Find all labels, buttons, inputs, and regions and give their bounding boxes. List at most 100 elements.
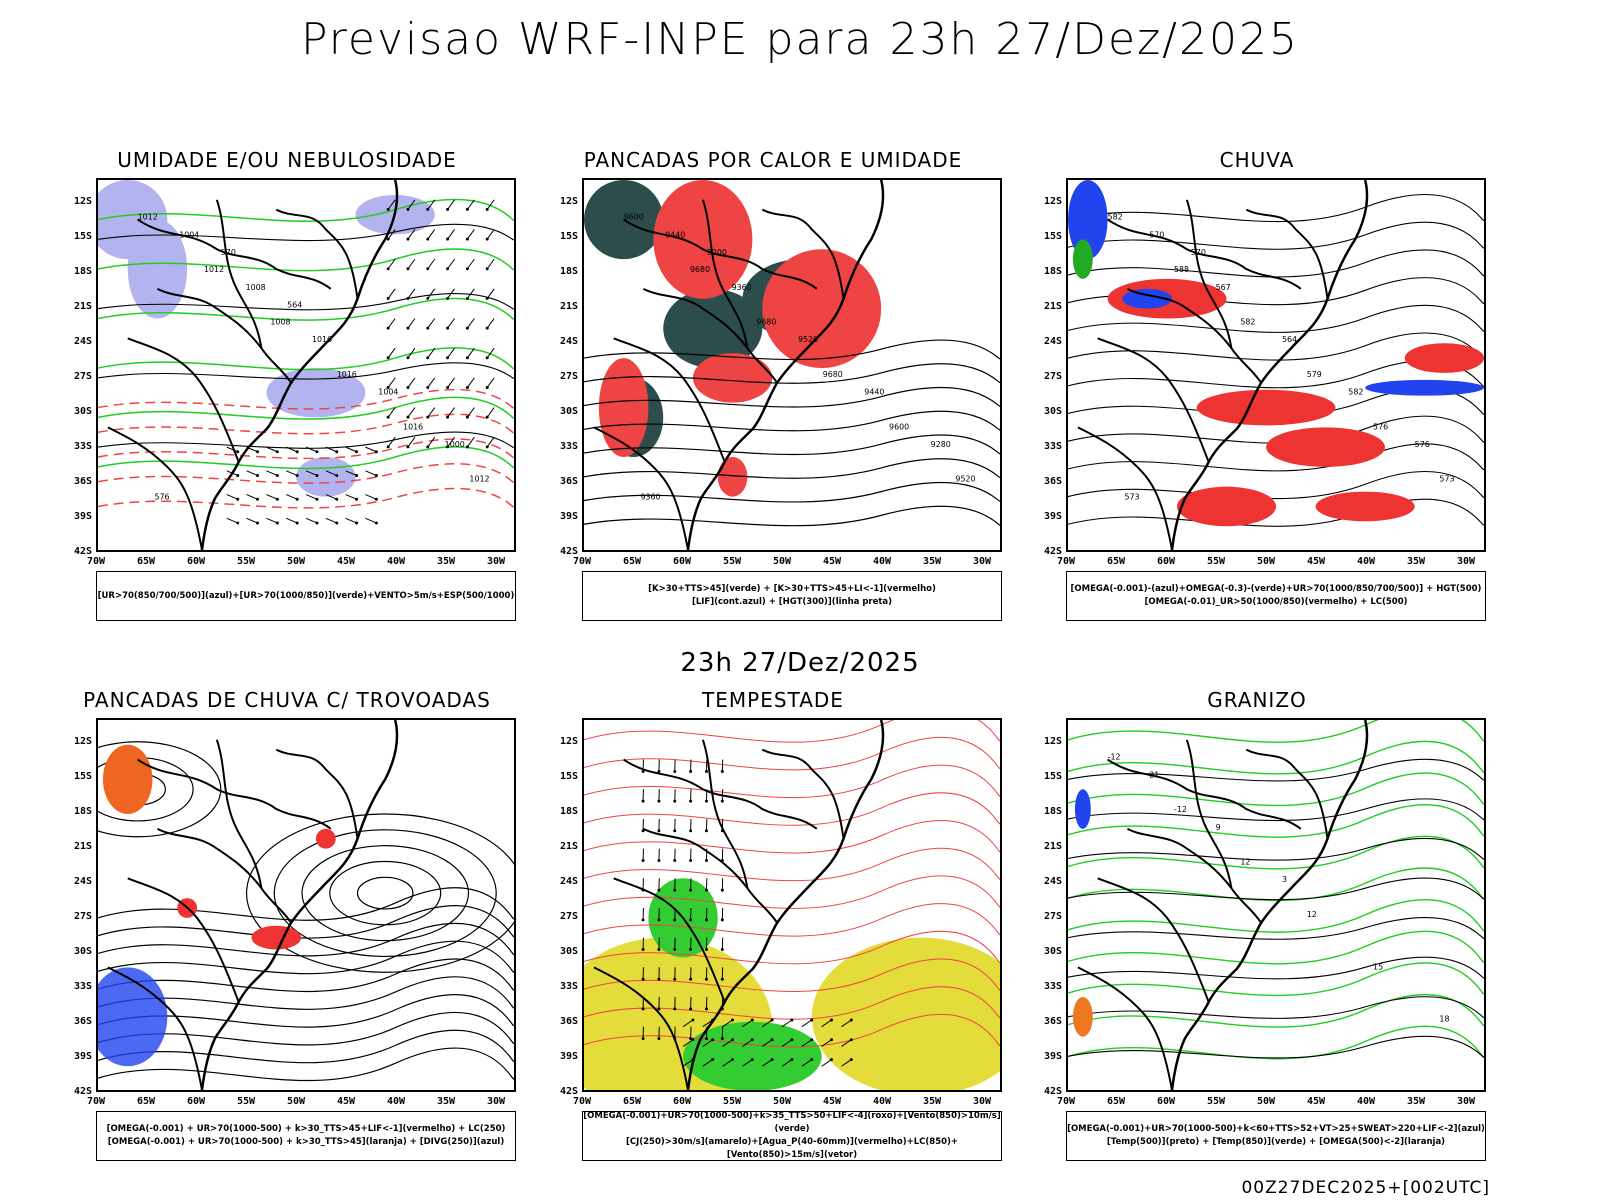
lon-tick-label: 30W [486, 1096, 506, 1107]
contour-label: 9680 [690, 265, 710, 274]
contour-label: 1012 [469, 475, 489, 484]
lat-tick-label: 30S [1043, 406, 1062, 417]
lon-tick-label: 30W [972, 556, 992, 567]
lat-tick-label: 12S [559, 196, 578, 207]
lat-tick-label: 42S [559, 1086, 578, 1097]
contour-label: 9440 [665, 230, 685, 239]
contour-label: 1012 [138, 213, 158, 222]
panel-legend: [UR>70(850/700/500)](azul)+[UR>70(1000/8… [96, 571, 516, 621]
contour-label: 9680 [756, 317, 776, 326]
lon-tick-label: 55W [722, 1096, 742, 1107]
lat-tick-label: 30S [1043, 946, 1062, 957]
contour-label: 582 [1348, 388, 1363, 397]
lon-tick-label: 30W [1456, 556, 1476, 567]
lon-tick-label: 60W [672, 556, 692, 567]
contour-label: -12 [1108, 753, 1121, 762]
lon-tick-label: 60W [186, 556, 206, 567]
lat-tick-label: 33S [73, 441, 92, 452]
lon-tick-label: 70W [572, 1096, 592, 1107]
lon-tick-label: 70W [572, 556, 592, 567]
forecast-map: 582 588 582 579 576 573 570 567 564 582 576 573 570 [1066, 178, 1486, 552]
legend-line: [LIF](cont.azul) + [HGT(300)](linha pret… [691, 597, 893, 607]
lon-tick-label: 65W [622, 1096, 642, 1107]
contour-label: 1004 [179, 230, 199, 239]
contour-label: 9280 [931, 440, 951, 449]
lat-tick-label: 24S [559, 336, 578, 347]
lat-tick-label: 15S [559, 771, 578, 782]
lat-tick-label: 15S [1043, 231, 1062, 242]
lat-tick-label: 18S [1043, 806, 1062, 817]
lat-tick-label: 12S [1043, 196, 1062, 207]
lat-tick-label: 27S [559, 371, 578, 382]
lat-tick-label: 21S [73, 841, 92, 852]
lon-tick-label: 60W [1156, 1096, 1176, 1107]
lat-tick-label: 27S [1043, 371, 1062, 382]
lat-tick-label: 12S [1043, 736, 1062, 747]
lon-tick-label: 45W [336, 1096, 356, 1107]
lat-tick-label: 39S [559, 1051, 578, 1062]
lat-tick-label: 24S [1043, 336, 1062, 347]
lon-tick-label: 45W [1306, 1096, 1326, 1107]
lon-tick-label: 70W [1056, 1096, 1076, 1107]
contour-label: 1016 [403, 422, 423, 431]
lat-tick-label: 18S [73, 806, 92, 817]
lon-tick-label: 50W [772, 556, 792, 567]
forecast-map: -12 -12 12 12 15 18 21 9 3 [1066, 718, 1486, 1092]
lat-tick-label: 21S [1043, 301, 1062, 312]
lat-tick-label: 27S [73, 371, 92, 382]
lat-tick-label: 39S [1043, 1051, 1062, 1062]
page-title: Previsao WRF-INPE para 23h 27/Dez/2025 [301, 14, 1299, 65]
lat-tick-label: 39S [559, 511, 578, 522]
lon-tick-label: 30W [972, 1096, 992, 1107]
contour-label: 9 [1216, 823, 1221, 832]
lat-tick-label: 12S [559, 736, 578, 747]
panel-pancadas-trovoadas: PANCADAS DE CHUVA C/ TROVOADAS 12S 15S 18S 2… [52, 688, 522, 1168]
panel-granizo: GRANIZO -12 -12 12 12 15 18 21 9 3 12S 15S 18S 21S 24S… [1022, 688, 1492, 1168]
lat-tick-label: 30S [559, 406, 578, 417]
contour-label: 570 [1149, 230, 1164, 239]
contour-label: 570 [1191, 248, 1206, 257]
panel-title: GRANIZO [1207, 688, 1307, 712]
lon-tick-label: 40W [1356, 1096, 1376, 1107]
lon-tick-label: 50W [286, 556, 306, 567]
contour-label: 573 [1124, 493, 1139, 502]
contour-label: 570 [221, 248, 236, 257]
lon-tick-label: 55W [236, 1096, 256, 1107]
lat-tick-label: 24S [559, 876, 578, 887]
contour-label: 582 [1108, 213, 1123, 222]
lon-tick-label: 30W [486, 556, 506, 567]
contour-label: 576 [1415, 440, 1430, 449]
panel-umidade: UMIDADE E/OU NEBULOSIDADE 1012 1012 1008 101… [52, 148, 522, 628]
lat-tick-label: 33S [73, 981, 92, 992]
contour-label: 21 [1149, 770, 1159, 779]
panel-legend: [OMEGA(-0.001)+UR>70(1000-500)+k<60+TTS>… [1066, 1111, 1486, 1161]
contour-label: 9600 [889, 422, 909, 431]
lon-tick-label: 45W [822, 1096, 842, 1107]
lon-tick-label: 55W [1206, 1096, 1226, 1107]
contour-label: 9520 [798, 335, 818, 344]
lon-tick-label: 35W [1406, 1096, 1426, 1107]
legend-line: [K>30+TTS>45](verde) + [K>30+TTS>45+LI<-… [648, 584, 936, 594]
contour-label: 3 [1282, 875, 1287, 884]
lat-tick-label: 21S [1043, 841, 1062, 852]
contour-label: 1008 [246, 283, 266, 292]
lon-tick-label: 45W [336, 556, 356, 567]
panel-legend: [OMEGA(-0.001)-(azul)+OMEGA(-0.3)-(verde… [1066, 571, 1486, 621]
contour-label: 9600 [624, 213, 644, 222]
lat-tick-label: 18S [559, 806, 578, 817]
contour-label: 576 [1373, 422, 1388, 431]
lat-tick-label: 36S [1043, 1016, 1062, 1027]
lon-tick-label: 35W [1406, 556, 1426, 567]
legend-line: [OMEGA(-0.001)+UR>70(1000-500)+k<60+TTS>… [1067, 1124, 1485, 1134]
forecast-map: 9600 9680 9680 9680 9600 9520 9440 9360 9520 9440… [582, 178, 1002, 552]
contour-label: 12 [1307, 910, 1317, 919]
contour-label: 564 [1282, 335, 1297, 344]
lon-tick-label: 45W [1306, 556, 1326, 567]
mid-title: 23h 27/Dez/2025 [680, 648, 920, 678]
lon-tick-label: 50W [772, 1096, 792, 1107]
lon-tick-label: 55W [236, 556, 256, 567]
lon-tick-label: 35W [436, 1096, 456, 1107]
lat-tick-label: 21S [559, 841, 578, 852]
lon-tick-label: 50W [1256, 1096, 1276, 1107]
legend-line: [OMEGA(-0.001)+UR>70(1000-500)+k>35_TTS>… [583, 1111, 1001, 1134]
